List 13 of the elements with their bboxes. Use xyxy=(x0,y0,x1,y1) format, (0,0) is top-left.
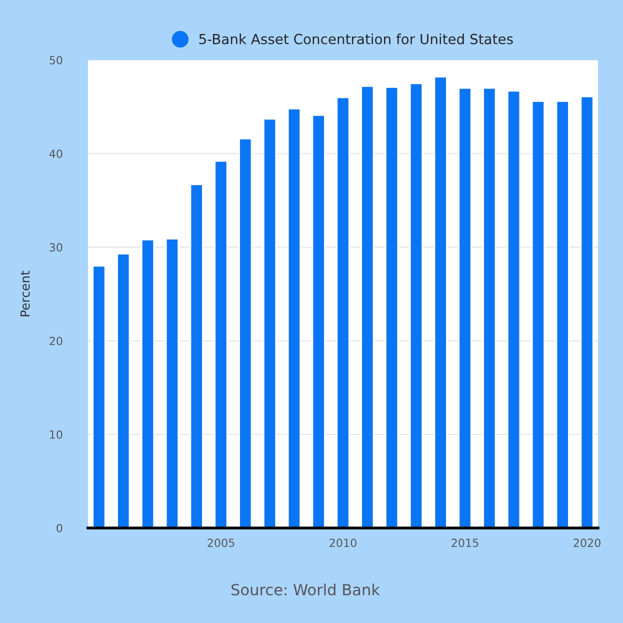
y-tick-label: 0 xyxy=(56,524,62,532)
legend-label: 5-Bank Asset Concentration for United States xyxy=(199,34,513,44)
y-tick-label: 50 xyxy=(50,56,62,64)
y-tick-label: 10 xyxy=(50,430,62,439)
y-tick-label: 40 xyxy=(49,150,62,158)
x-tick-label: 2015 xyxy=(452,538,478,548)
x-tick-label: 2020 xyxy=(574,538,600,548)
x-tick-label: 2005 xyxy=(208,538,234,548)
source-note: Source: World Bank xyxy=(232,584,380,596)
y-tick-label: 20 xyxy=(50,336,62,346)
x-tick-label: 2010 xyxy=(330,538,356,548)
y-tick-label: 30 xyxy=(50,243,62,252)
y-axis-title: Percent xyxy=(20,270,30,316)
